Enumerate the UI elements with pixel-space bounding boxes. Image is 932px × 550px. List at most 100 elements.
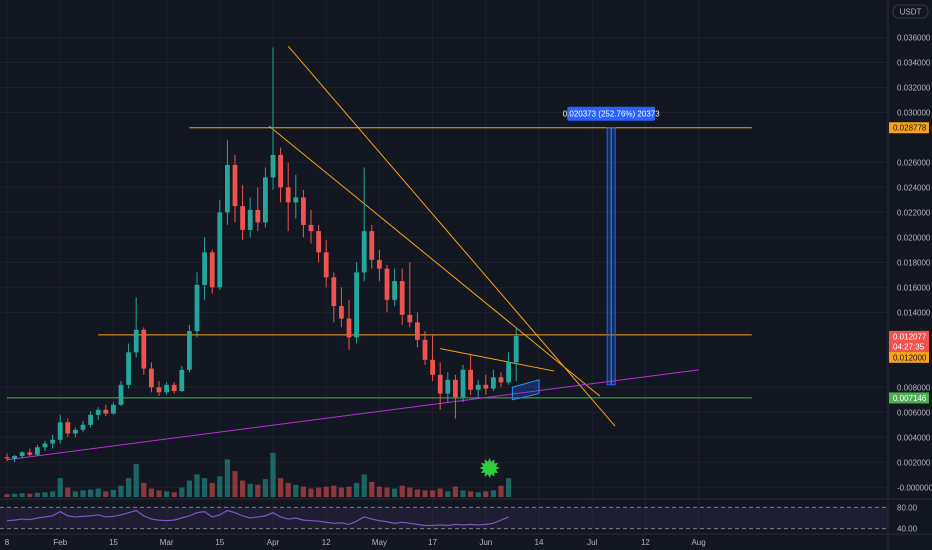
candle-body <box>498 377 504 383</box>
volume-bar <box>110 489 116 497</box>
time-tick-label: Jul <box>587 538 597 547</box>
candle <box>50 434 55 449</box>
candle-body <box>95 409 101 415</box>
volume-bar <box>27 493 33 497</box>
volume-bar <box>293 484 299 497</box>
candle-body <box>118 384 124 405</box>
candle-body <box>377 259 382 269</box>
candle <box>407 262 413 328</box>
candle <box>483 374 489 395</box>
candle-body <box>179 369 185 392</box>
price-tick-label: -0.000000 <box>897 483 932 492</box>
measure-label-bg <box>567 106 656 121</box>
candle <box>95 407 101 420</box>
volume-bar <box>498 485 504 497</box>
price-tag-label: 0.012000 <box>893 353 927 362</box>
candle <box>453 374 458 419</box>
volume-bar <box>164 491 170 497</box>
price-tag <box>889 122 929 134</box>
candle-body <box>141 329 147 369</box>
volume-bar <box>338 487 344 497</box>
trend-lines[interactable] <box>6 45 699 461</box>
price-tick-label: 0.026000 <box>897 158 931 167</box>
candle <box>270 47 276 190</box>
candle-body <box>255 209 261 223</box>
candle <box>384 264 390 313</box>
price-tick-label: 0.004000 <box>897 433 931 442</box>
volume-bar <box>475 492 481 497</box>
candles <box>4 47 519 463</box>
candle <box>491 369 496 392</box>
candle <box>323 239 329 288</box>
price-tick-label: 0.032000 <box>897 83 931 92</box>
volume-bar <box>300 486 306 497</box>
volume-bar <box>118 485 124 497</box>
candle-body <box>232 164 238 207</box>
candle-body <box>217 212 223 288</box>
candle <box>126 343 131 389</box>
candle <box>247 197 253 238</box>
rsi-band <box>0 507 888 529</box>
candle-body <box>240 206 245 230</box>
candle <box>331 272 337 323</box>
volume-bar <box>156 490 162 497</box>
candle <box>12 454 17 463</box>
candle <box>202 237 207 300</box>
price-axis[interactable]: 0.036000 0.034000 0.032000 0.030000 0.026000… <box>887 0 932 550</box>
volume-bar <box>384 487 390 497</box>
volume-bar <box>445 491 451 497</box>
candle-body <box>50 439 55 444</box>
time-tick-label: 15 <box>215 538 224 547</box>
price-tick-label: 0.030000 <box>897 108 931 117</box>
candle-body <box>187 331 192 370</box>
volume-bar <box>483 491 489 497</box>
candle-body <box>437 374 443 394</box>
price-tick-label: 0.036000 <box>897 33 931 42</box>
price-tag <box>889 340 929 352</box>
volume-bar <box>19 493 25 497</box>
volume-bar <box>65 487 71 497</box>
candle-body <box>263 177 268 223</box>
candle <box>164 382 169 395</box>
volume-bar <box>194 474 200 497</box>
candle <box>187 324 192 373</box>
candle-body <box>483 384 489 389</box>
annotations[interactable]: 0.020373 (252.76%) 20373 <box>479 106 661 478</box>
volume-bar <box>103 491 109 497</box>
candle-body <box>323 252 329 278</box>
volume-bar <box>209 482 215 497</box>
candle-body <box>149 368 154 388</box>
candle <box>209 249 215 294</box>
candle <box>73 427 78 438</box>
volume-bar <box>308 488 314 497</box>
candle <box>475 379 481 399</box>
candle <box>445 372 451 403</box>
price-tick-label: 0.022000 <box>897 208 931 217</box>
candle <box>285 162 291 232</box>
price-tag-label: 0.007146 <box>893 394 927 403</box>
time-tick-label: May <box>372 538 387 547</box>
price-tag-label: 0.012077 <box>893 332 927 341</box>
candle <box>80 421 86 433</box>
volume-bar <box>407 487 413 497</box>
candle-body <box>57 422 63 440</box>
volume-bar <box>468 491 474 497</box>
candle <box>141 327 147 375</box>
candle <box>4 453 10 462</box>
price-tick-label: 0.008000 <box>897 383 931 392</box>
currency-badge[interactable]: USDT <box>892 4 929 19</box>
candle <box>111 402 116 415</box>
candle-body <box>194 284 200 332</box>
currency-label: USDT <box>900 8 922 17</box>
time-tick-label: Jun <box>479 538 492 547</box>
candle <box>19 451 25 459</box>
candle <box>354 262 359 344</box>
candle-body <box>445 379 451 394</box>
candle <box>513 327 519 382</box>
candle <box>149 362 154 393</box>
volume-bar <box>452 486 458 497</box>
burst-marker-icon <box>479 458 500 478</box>
candle-body <box>225 164 230 213</box>
time-axis[interactable]: 8 Feb 15 Mar 15 Apr 12 May 17 Jun 14 Jul 12 Aug <box>0 533 932 547</box>
